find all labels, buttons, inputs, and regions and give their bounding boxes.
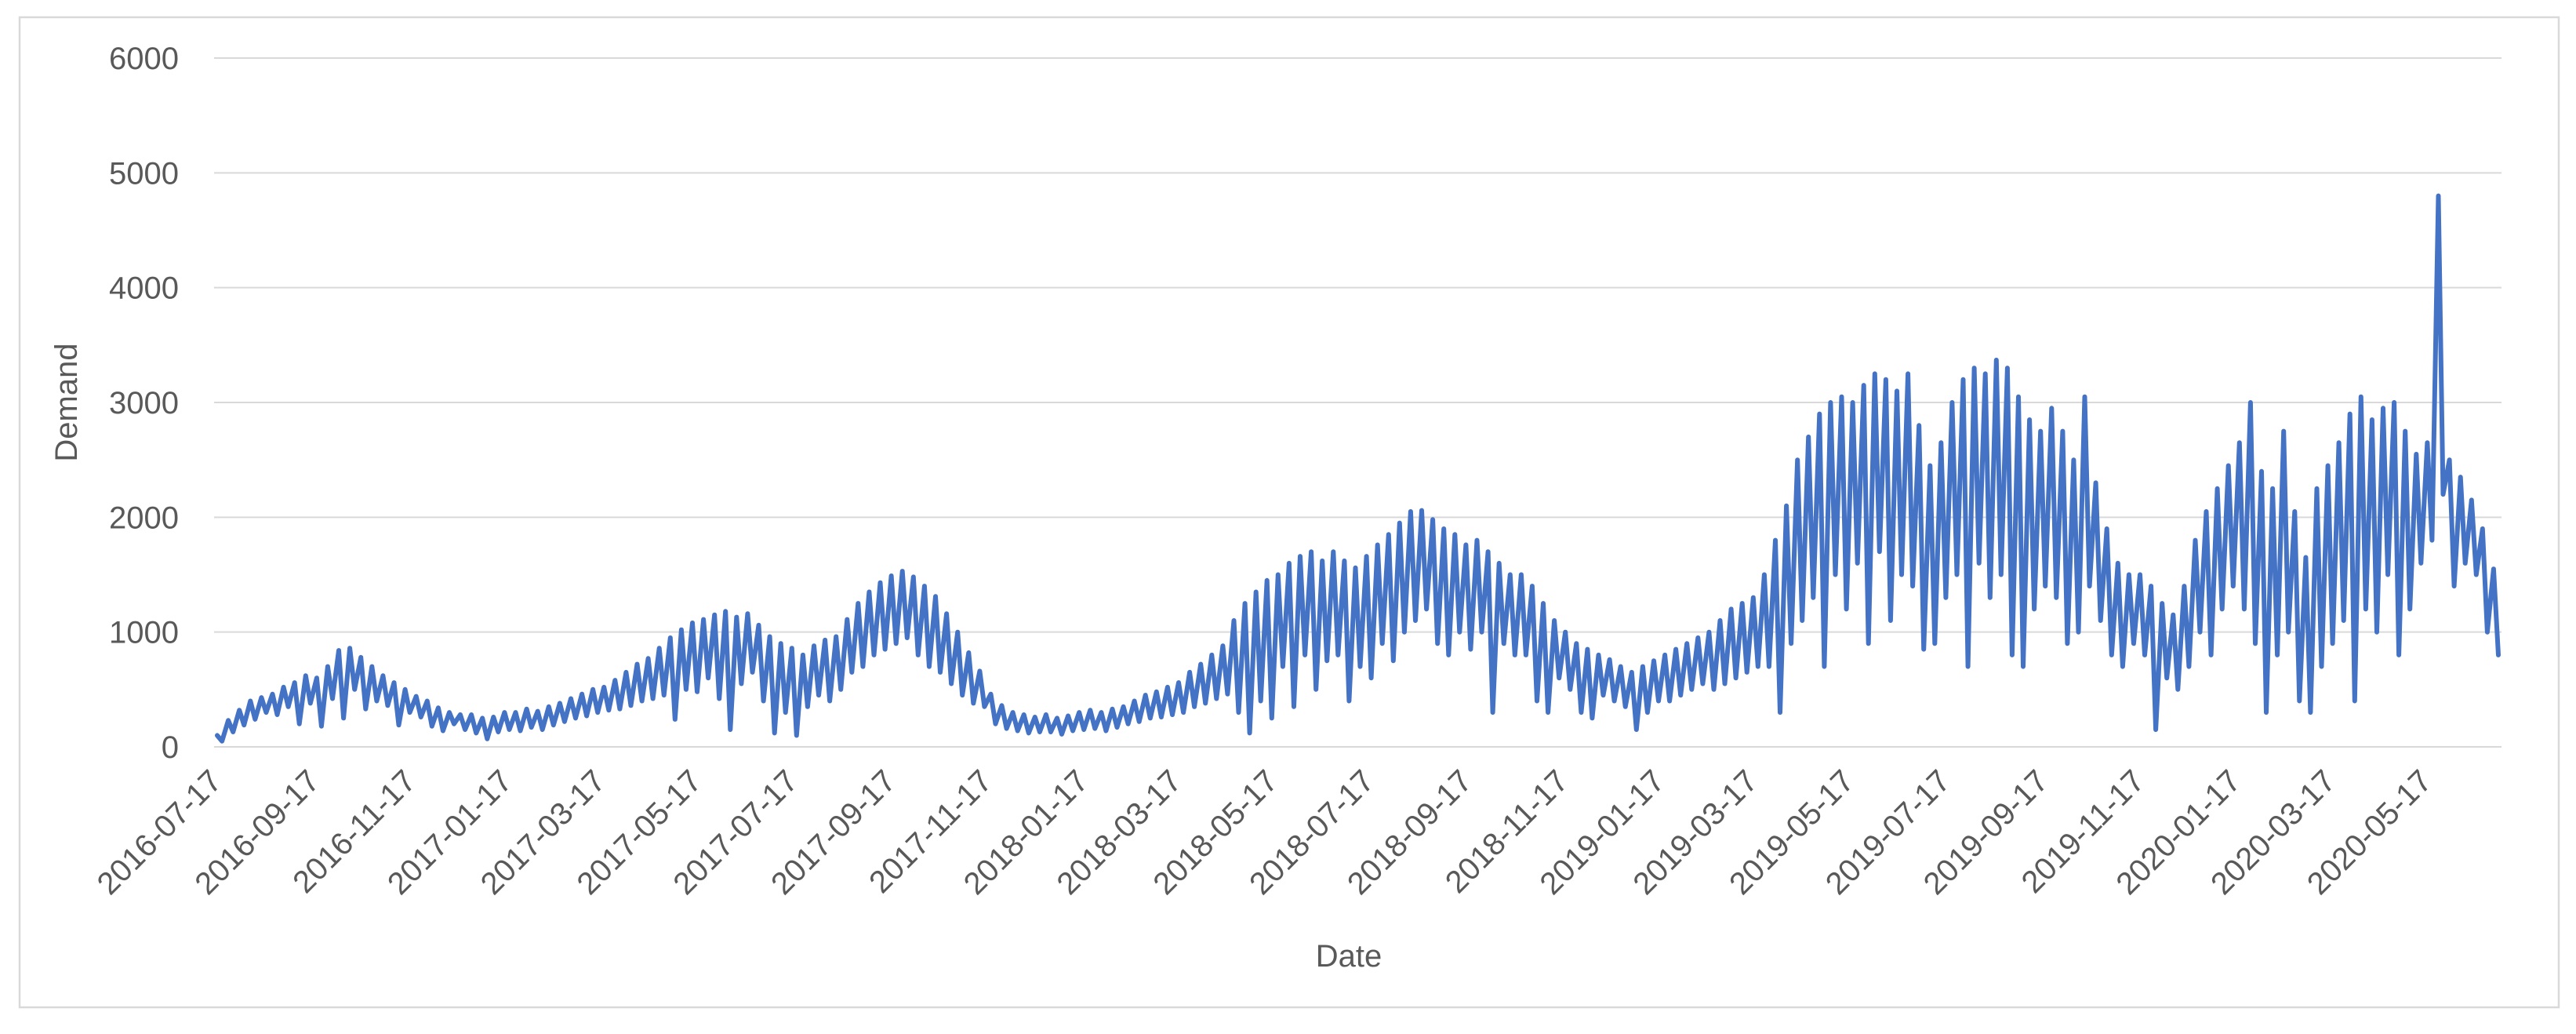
y-tick-label: 2000 (109, 501, 179, 535)
x-axis-title: Date (1316, 939, 1382, 974)
chart-border (18, 16, 2560, 1009)
y-tick-label: 4000 (109, 271, 179, 306)
y-tick-label: 5000 (109, 156, 179, 191)
y-tick-label: 0 (162, 730, 179, 765)
y-axis-tick-labels: 0 1000 2000 3000 4000 5000 6000 (109, 42, 179, 765)
y-tick-label: 1000 (109, 616, 179, 650)
demand-series-line (215, 193, 2501, 744)
y-tick-label: 3000 (109, 386, 179, 421)
y-axis-title: Demand (49, 343, 84, 461)
y-tick-label: 6000 (109, 42, 179, 76)
